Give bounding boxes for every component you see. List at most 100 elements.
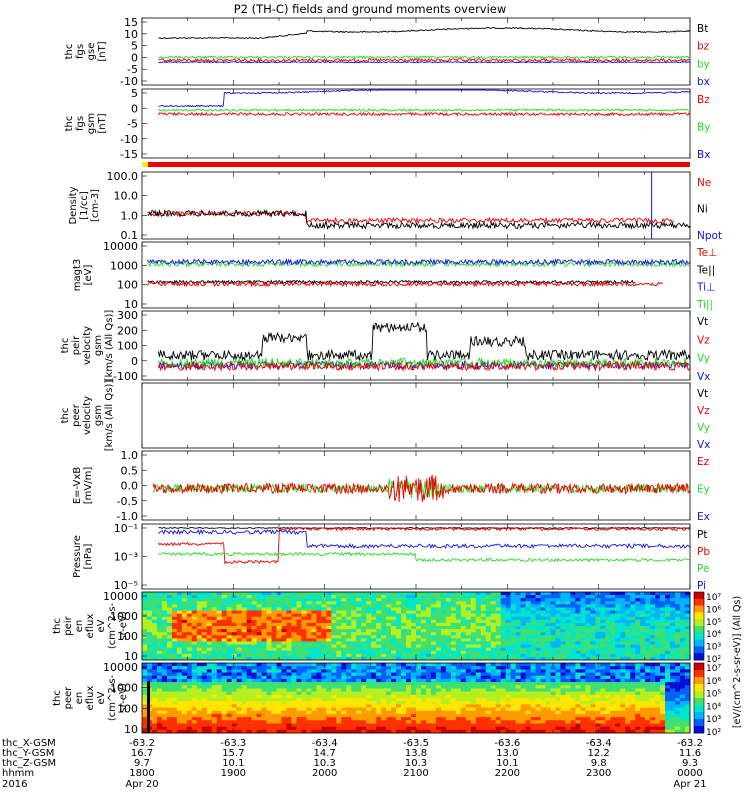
- spec-cell: [520, 723, 526, 727]
- spec-cell: [510, 635, 516, 639]
- spec-cell: [585, 701, 591, 705]
- spec-cell: [251, 694, 257, 699]
- spec-cell: [565, 650, 571, 655]
- spec-cell: [391, 616, 397, 621]
- spec-cell: [336, 704, 342, 708]
- spec-cell: [221, 604, 227, 608]
- spec-cell: [575, 698, 581, 702]
- spec-cell: [206, 598, 213, 602]
- spec-cell: [455, 647, 462, 652]
- spec-cell: [480, 713, 487, 718]
- spec-cell: [176, 682, 183, 686]
- spec-cell: [211, 713, 218, 718]
- spec-cell: [371, 653, 377, 658]
- spec-cell: [161, 682, 168, 686]
- spec-cell: [296, 707, 302, 712]
- spec-cell: [281, 653, 287, 658]
- spec-cell: [206, 638, 213, 642]
- spec-cell: [351, 632, 357, 636]
- spec-cell: [201, 710, 208, 715]
- spec-cell: [271, 694, 277, 699]
- spec-cell: [515, 694, 521, 699]
- spec-cell: [142, 691, 148, 696]
- spec-cell: [236, 698, 242, 702]
- spec-cell: [565, 626, 571, 630]
- spec-cell: [560, 607, 566, 611]
- spec-cell: [470, 707, 477, 712]
- spec-cell: [685, 647, 691, 652]
- spec-cell: [440, 626, 447, 630]
- spec-cell: [660, 610, 666, 614]
- legend-1-Bz: Bz: [697, 94, 710, 106]
- spec-cell: [416, 678, 422, 683]
- spec-cell: [351, 669, 357, 673]
- spec-cell: [341, 669, 347, 673]
- spec-cell: [565, 595, 571, 599]
- spec-cell: [505, 598, 511, 602]
- ytick-label-3-3: 10: [124, 298, 138, 311]
- spec-cell: [291, 729, 297, 734]
- spec-cell: [505, 666, 511, 670]
- spec-cell: [605, 647, 611, 652]
- spec-cell: [356, 666, 362, 670]
- spec-cell: [316, 635, 322, 639]
- spec-cell: [640, 610, 646, 614]
- spec-cell: [251, 707, 257, 712]
- spec-cell: [336, 598, 342, 602]
- spec-cell: [366, 688, 372, 692]
- spec-cell: [281, 707, 287, 712]
- spec-cell: [555, 682, 561, 686]
- spec-cell: [485, 666, 492, 670]
- spec-cell: [181, 644, 188, 648]
- spec-cell: [575, 601, 581, 605]
- spec-cell: [411, 598, 417, 602]
- spec-cell: [540, 713, 546, 718]
- spec-cell: [241, 678, 247, 683]
- spec-cell: [560, 604, 566, 608]
- spec-cell: [381, 613, 387, 618]
- spec-cell: [490, 691, 497, 696]
- spec-cell: [575, 694, 581, 699]
- spec-cell: [615, 720, 621, 724]
- ytick-label-0-4: -5: [127, 63, 138, 76]
- spec-cell: [475, 638, 482, 642]
- spec-cell: [530, 663, 536, 667]
- spec-cell: [570, 613, 576, 618]
- spec-cell: [505, 607, 511, 611]
- spec-cell: [610, 688, 616, 692]
- spec-cell: [156, 622, 163, 627]
- spec-cell: [236, 675, 242, 680]
- spec-cell: [555, 595, 561, 599]
- spec-cell: [161, 669, 168, 673]
- spec-cell: [465, 729, 472, 734]
- spec-cell: [465, 701, 472, 705]
- spec-cell: [445, 682, 452, 686]
- spec-cell: [241, 616, 247, 621]
- spec-cell: [211, 647, 218, 652]
- spec-cell: [480, 629, 487, 633]
- spec-cell: [480, 704, 487, 708]
- spec-cell: [425, 638, 432, 642]
- spec-cell: [286, 713, 292, 718]
- spec-cell: [376, 717, 382, 721]
- spec-cell: [241, 672, 247, 677]
- trace-Vy: [157, 356, 691, 370]
- spec-cell: [420, 694, 427, 699]
- spec-cell: [585, 691, 591, 696]
- spec-cell: [311, 610, 317, 614]
- spec-cell: [351, 723, 357, 727]
- spec-cell: [485, 663, 492, 667]
- spec-cell: [665, 647, 671, 652]
- spec-cell: [570, 610, 576, 614]
- spec-cell: [351, 616, 357, 621]
- spec-cell: [430, 604, 437, 608]
- spec-cell: [181, 616, 188, 621]
- spec-cell: [211, 641, 218, 645]
- spec-cell: [600, 688, 606, 692]
- spec-cell: [251, 688, 257, 692]
- spec-cell: [256, 635, 262, 639]
- spec-cell: [580, 713, 586, 718]
- spec-cell: [520, 663, 526, 667]
- spec-cell: [515, 688, 521, 692]
- spec-cell: [530, 622, 536, 627]
